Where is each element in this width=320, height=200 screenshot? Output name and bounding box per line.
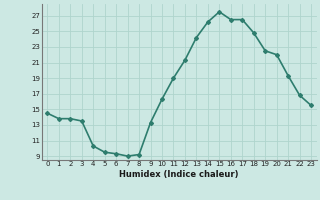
X-axis label: Humidex (Indice chaleur): Humidex (Indice chaleur) [119, 170, 239, 179]
